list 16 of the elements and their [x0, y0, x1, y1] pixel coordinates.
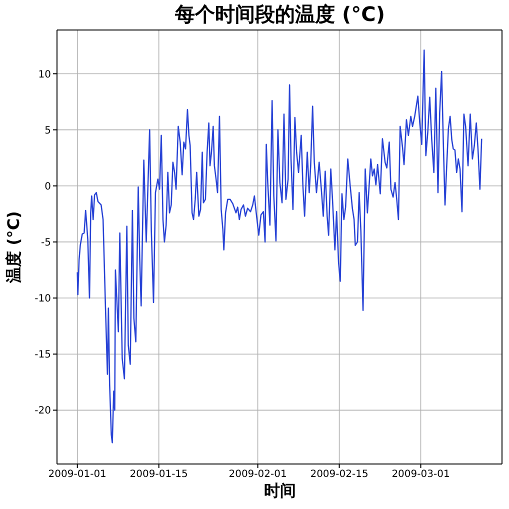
x-tick-label: 2009-03-01 [392, 469, 450, 480]
x-tick-label: 2009-01-15 [130, 469, 188, 480]
y-tick-label: 10 [38, 69, 51, 80]
x-tick-label: 2009-02-15 [310, 469, 368, 480]
y-tick-label: -5 [41, 238, 51, 249]
y-tick-label: 5 [44, 125, 51, 136]
x-axis-title: 时间 [263, 481, 297, 501]
y-tick-label: -10 [34, 294, 51, 305]
line-series [76, 50, 482, 444]
chart-title: 每个时间段的温度 (°C) [174, 2, 386, 26]
y-tick-label: -20 [34, 406, 51, 417]
y-tick-label: 0 [44, 181, 51, 192]
y-tick-label: -15 [34, 350, 51, 361]
x-tick-label: 2009-01-01 [48, 469, 106, 480]
x-tick-label: 2009-02-01 [228, 469, 287, 480]
y-axis-title: 温度 (°C) [4, 210, 24, 282]
